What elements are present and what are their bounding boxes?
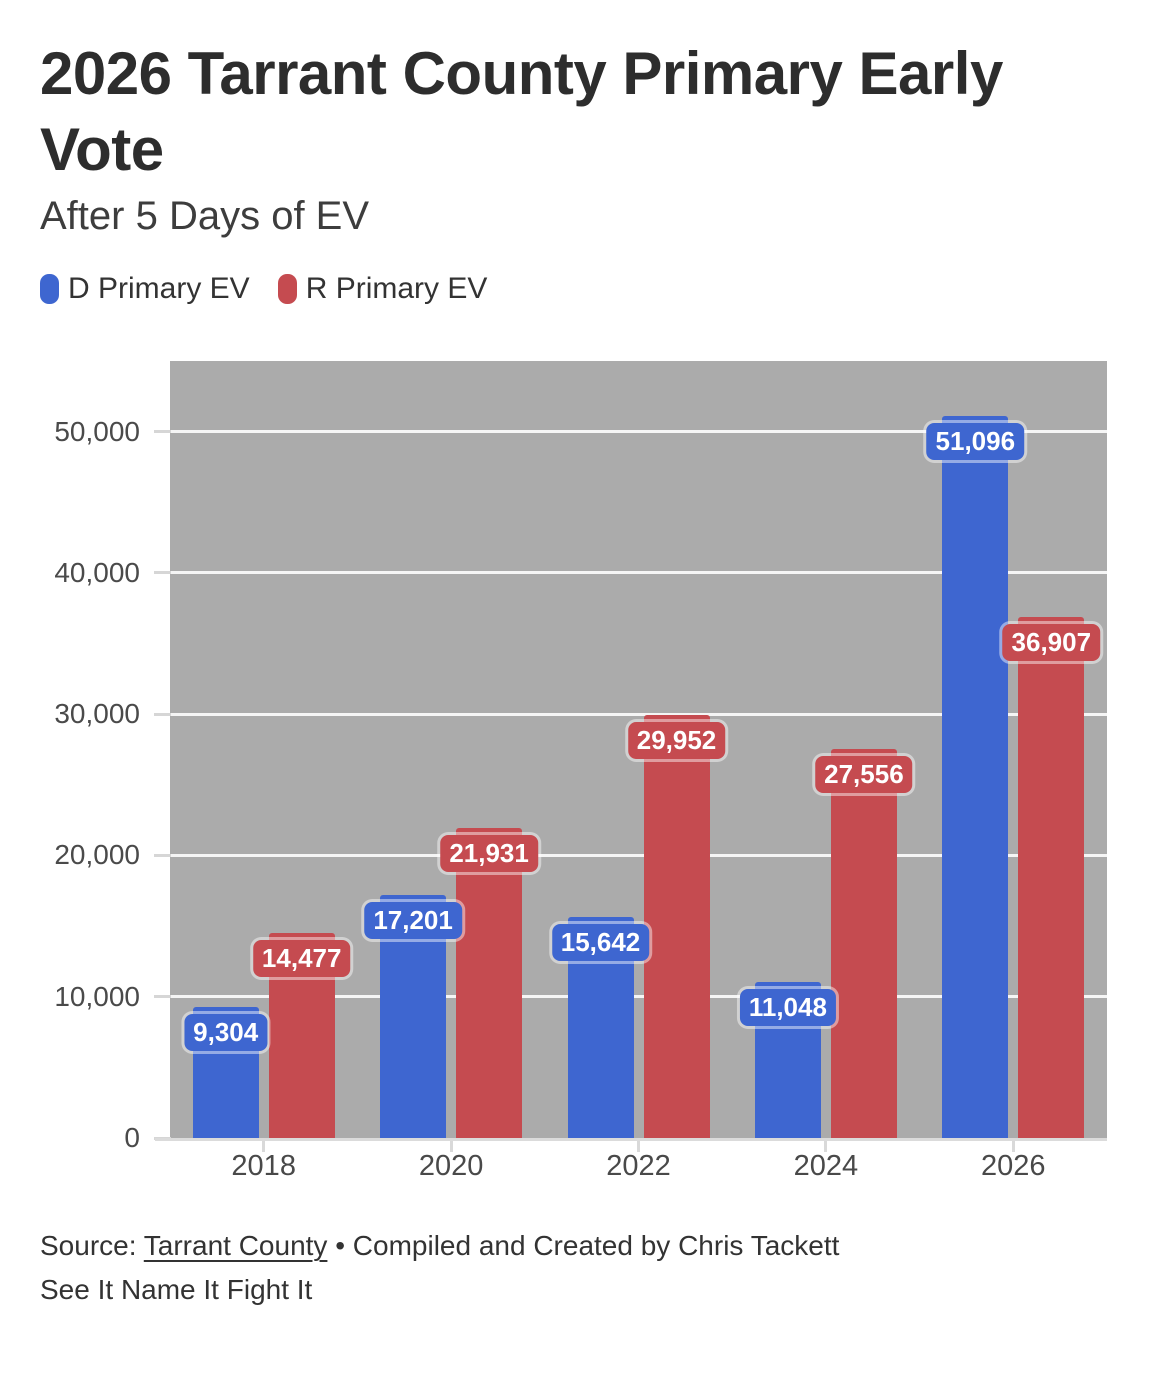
y-axis-tick	[154, 430, 171, 434]
chart-title: 2026 Tarrant County Primary Early Vote	[40, 40, 1003, 183]
source-credit: • Compiled and Created by Chris Tackett	[327, 1230, 840, 1261]
x-axis-baseline	[155, 1138, 1107, 1141]
gridline	[170, 712, 1107, 716]
y-axis-tick	[154, 712, 171, 716]
x-axis-label: 2018	[231, 1150, 296, 1182]
x-axis-tick	[824, 1141, 828, 1152]
y-axis-label: 10,000	[54, 980, 140, 1012]
x-axis-label: 2020	[418, 1150, 484, 1182]
x-axis-tick	[449, 1141, 453, 1152]
y-axis-label: 0	[124, 1122, 140, 1153]
bar	[456, 828, 523, 1138]
x-axis-label: 2024	[793, 1150, 859, 1182]
bar	[830, 748, 897, 1138]
bar	[643, 714, 710, 1138]
gridline	[170, 430, 1107, 434]
source-link[interactable]: Tarrant County	[143, 1230, 328, 1261]
x-axis-label: 2026	[981, 1150, 1046, 1182]
bar-value-label: 51,096	[926, 423, 1025, 461]
gridline	[170, 853, 1107, 857]
bar-value-label: 9,304	[184, 1013, 268, 1051]
bar-value-label: 17,201	[364, 901, 462, 939]
y-axis-label: 20,000	[54, 839, 140, 871]
bar	[942, 416, 1009, 1138]
legend-label: D Primary EV	[68, 272, 250, 305]
gridline	[170, 995, 1107, 999]
x-axis-tick	[637, 1141, 640, 1152]
bar-value-label: 29,952	[627, 721, 726, 759]
legend-item-r: R Primary EV	[277, 272, 488, 306]
source-prefix: Source:	[40, 1230, 144, 1261]
bar	[1018, 616, 1085, 1138]
bar-value-label: 11,048	[739, 988, 836, 1026]
legend-swatch-icon	[277, 274, 297, 304]
source-note: Source: Tarrant County • Compiled and Cr…	[40, 1224, 1120, 1312]
y-axis-label: 50,000	[54, 415, 140, 447]
bar-value-label: 36,907	[1002, 623, 1101, 661]
legend-label: R Primary EV	[305, 272, 488, 305]
x-axis-label: 2022	[606, 1150, 671, 1182]
bar-value-label: 27,556	[815, 755, 913, 793]
x-axis-tick	[1011, 1141, 1015, 1152]
bar-value-label: 21,931	[440, 835, 538, 873]
chart-subtitle: After 5 Days of EV	[40, 194, 370, 238]
legend-item-d: D Primary EV	[40, 272, 250, 306]
y-axis-tick	[154, 995, 171, 999]
x-axis-tick	[262, 1141, 266, 1152]
y-axis-label: 30,000	[54, 698, 140, 730]
source-tagline: See It Name It Fight It	[40, 1274, 313, 1305]
legend: D Primary EV R Primary EV	[40, 272, 487, 306]
gridline	[170, 571, 1107, 575]
bar-value-label: 15,642	[551, 924, 650, 962]
legend-swatch-icon	[40, 274, 59, 304]
y-axis-tick	[154, 853, 171, 857]
y-axis-label: 40,000	[54, 556, 140, 588]
bar-value-label: 14,477	[252, 940, 351, 978]
y-axis-tick	[154, 571, 171, 575]
